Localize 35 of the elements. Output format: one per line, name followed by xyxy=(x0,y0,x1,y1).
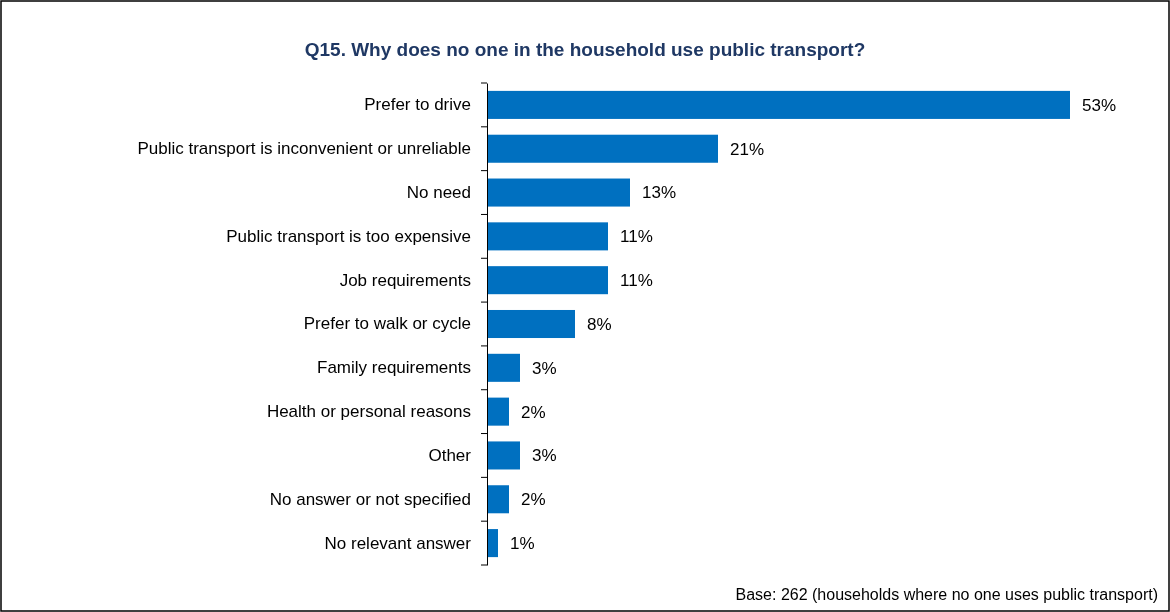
bar xyxy=(487,222,608,251)
data-label: 3% xyxy=(532,358,557,378)
y-tick-label: Family requirements xyxy=(317,358,471,378)
bar xyxy=(487,309,575,339)
bar xyxy=(487,90,1070,119)
y-tick-label: Job requirements xyxy=(339,270,471,290)
data-label: 1% xyxy=(510,534,535,554)
y-tick-label: No relevant answer xyxy=(324,533,472,553)
data-label: 2% xyxy=(521,490,546,510)
bar xyxy=(487,485,509,514)
data-label: 3% xyxy=(532,446,557,466)
data-label: 11% xyxy=(620,227,653,247)
text: Base: 262 (households where no one uses public transport) xyxy=(735,586,1158,603)
bar xyxy=(487,441,520,470)
bar xyxy=(487,134,718,163)
data-label: 21% xyxy=(730,139,765,159)
bar xyxy=(487,529,498,558)
y-tick-label: No answer or not specified xyxy=(269,489,471,509)
data-label: 53% xyxy=(1082,95,1117,115)
bar xyxy=(487,397,509,426)
bar xyxy=(487,266,608,295)
chart-title: Q15. Why does no one in the household use public transport? xyxy=(304,39,866,60)
y-tick-label: Public transport is inconvenient or unreliable xyxy=(137,139,471,159)
y-tick-label: Prefer to walk or cycle xyxy=(303,314,471,334)
data-label: 2% xyxy=(521,402,546,422)
y-tick-label: Prefer to drive xyxy=(364,95,471,115)
data-label: 13% xyxy=(642,183,677,203)
y-tick-label: Other xyxy=(428,445,472,465)
y-tick-label: Health or personal reasons xyxy=(266,402,471,422)
data-label: 11% xyxy=(620,271,653,291)
y-tick-label: Public transport is too expensive xyxy=(226,226,471,246)
bar xyxy=(487,178,630,207)
data-label: 8% xyxy=(587,314,612,334)
bar xyxy=(487,353,520,382)
y-tick-label: No need xyxy=(406,182,471,202)
